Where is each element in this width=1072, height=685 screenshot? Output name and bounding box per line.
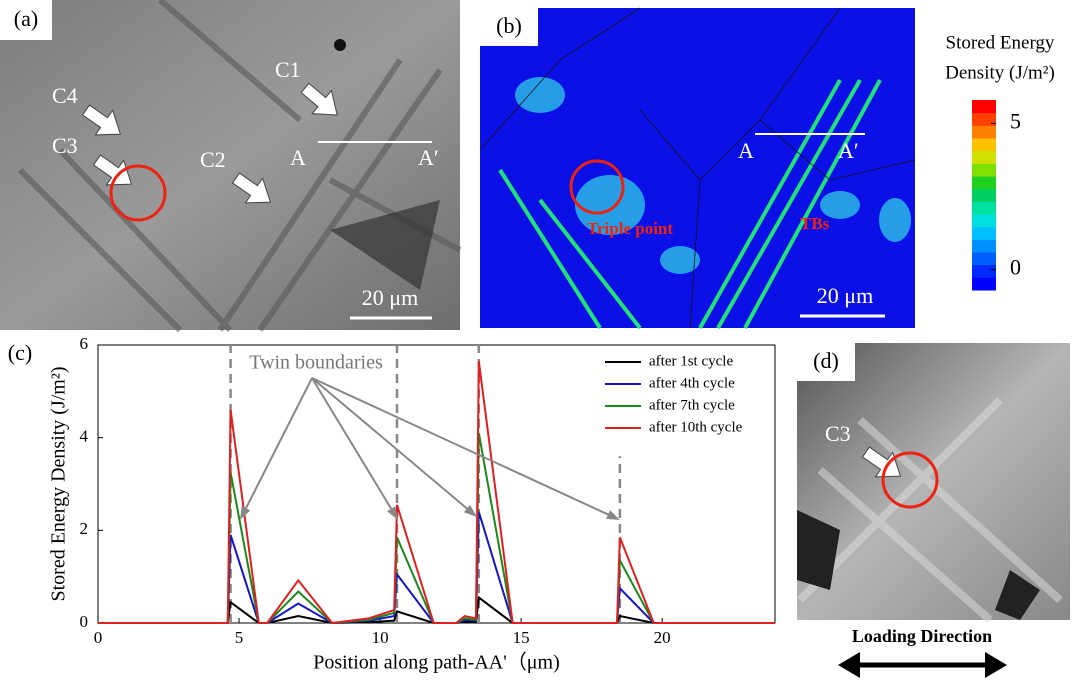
colorbar-step [972,176,996,189]
scale-bar-label: 20 μm [817,283,873,308]
colorbar-tick-label: 5 [1010,108,1021,133]
x-tick-label: 5 [235,628,244,647]
annotation: TBs [800,214,830,233]
series-line [98,512,775,623]
panel-label: (a) [14,6,38,31]
x-axis-label: Position along path-AA'（μm) [313,651,560,674]
colorbar-step [972,163,996,176]
crack-label: C3 [52,133,78,158]
annotation-arrow [245,378,312,510]
annotation: Twin boundaries [249,352,383,374]
y-tick-label: 2 [80,519,89,538]
colorbar-step [972,189,996,202]
chart: 0 5 10 15 20 0 2 4 6 Position along path-AA'（μm) S… [48,334,775,674]
series-line [98,433,775,623]
colorbar-step [972,138,996,151]
x-tick-label: 10 [372,628,389,647]
y-tick-label: 6 [80,334,89,353]
path-start: A [738,138,754,163]
colorbar-step [972,151,996,164]
colorbar-title: Stored Energy [946,32,1055,53]
colorbar-step [972,214,996,227]
scale-bar-label: 20 μm [362,285,418,310]
colorbar-step [972,277,996,290]
panel-a: (a) C1 C2 C3 C4 A A′ 20 μm [0,0,460,330]
colorbar-step [972,125,996,138]
colorbar: 05 [972,100,1021,291]
x-tick-label: 0 [94,628,103,647]
path-start: A [290,145,306,170]
sem-image [0,0,460,330]
direction-arrow-head [985,652,1007,678]
colorbar-title: Density (J/m²) [945,62,1055,83]
crack-label: C3 [825,421,851,446]
annotation-arrow [312,378,468,510]
path-end: A′ [838,138,859,163]
panel-label: (c) [8,340,32,365]
panel-label: (b) [496,13,522,38]
series-line [98,598,775,623]
panel-b: (b) Triple point TBs A A′ 20 μm Stored E… [480,8,1055,328]
y-axis-label: Stored Energy Density (J/m²) [48,366,70,601]
crack-label: C1 [275,57,301,82]
colorbar-step [972,265,996,278]
annotation-arrow [312,378,392,510]
legend-label: after 4th cycle [649,375,735,391]
colorbar-step [972,239,996,252]
path-end: A′ [418,145,439,170]
crack-label: C4 [52,83,78,108]
panel-label: (d) [813,348,839,373]
pore [334,39,346,51]
legend-label: after 1st cycle [649,353,733,369]
colorbar-step [972,227,996,240]
y-tick-label: 4 [80,427,89,446]
figure: (a) C1 C2 C3 C4 A A′ 20 μm [0,0,1072,685]
direction-arrow-head [838,652,860,678]
colorbar-step [972,252,996,265]
y-tick-label: 0 [80,612,89,631]
colorbar-step [972,201,996,214]
annotation-arrow-head [606,510,620,520]
energy-map [480,8,915,328]
loading-direction: Loading Direction [852,626,992,646]
panel-d: (d) C3 Loading Direction [797,343,1070,678]
crack-label: C2 [200,147,226,172]
x-tick-label: 20 [654,628,671,647]
legend-label: after 7th cycle [649,397,735,413]
annotation-arrow [312,378,610,515]
x-tick-label: 15 [513,628,530,647]
colorbar-tick-label: 0 [1010,255,1021,280]
legend-label: after 10th cycle [649,419,743,435]
annotation: Triple point [587,219,673,238]
colorbar-step [972,100,996,113]
